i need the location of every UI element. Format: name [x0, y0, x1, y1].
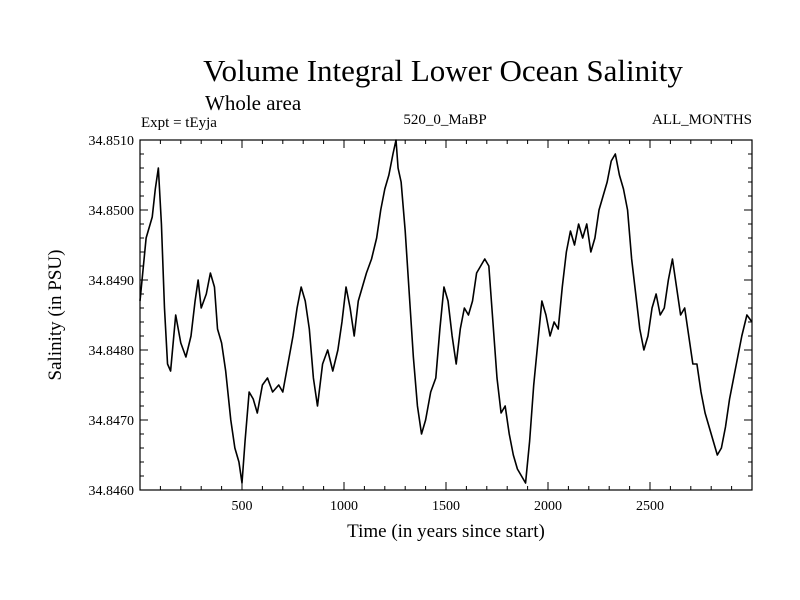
x-tick-label: 500	[232, 499, 253, 514]
y-axis-label: Salinity (in PSU)	[45, 250, 66, 381]
x-tick-label: 1000	[330, 499, 358, 514]
y-tick-label: 34.8490	[89, 274, 135, 289]
x-axis-label: Time (in years since start)	[347, 521, 545, 542]
plot-frame	[139, 139, 753, 491]
y-tick-label: 34.8510	[89, 134, 135, 149]
series-layer	[139, 139, 753, 484]
x-tick-label: 2000	[534, 499, 562, 514]
y-tick-label: 34.8460	[89, 484, 135, 499]
salinity-series-line	[139, 139, 753, 484]
tick-labels: 500 1000 1500 2000 2500 34.8460 34.8470 34.8480…	[89, 134, 665, 514]
y-tick-label: 34.8470	[89, 414, 135, 429]
x-tick-label: 2500	[636, 499, 664, 514]
chart-subtitle: Whole area	[205, 91, 302, 115]
y-tick-label: 34.8500	[89, 204, 135, 219]
y-tick-label: 34.8480	[89, 344, 135, 359]
months-label: ALL_MONTHS	[652, 112, 752, 128]
chart-title: Volume Integral Lower Ocean Salinity	[203, 53, 683, 88]
x-tick-label: 1500	[432, 499, 460, 514]
axis-ticks	[140, 139, 752, 491]
experiment-label: Expt = tEyja	[141, 115, 217, 131]
run-label: 520_0_MaBP	[403, 112, 486, 128]
